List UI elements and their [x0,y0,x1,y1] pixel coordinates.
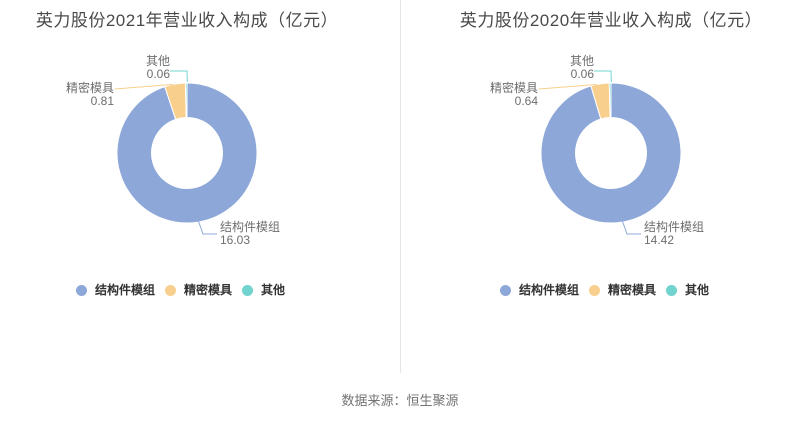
pie-slice-结构件模组[interactable] [116,82,258,224]
legend-item-jingmimoju[interactable]: 精密模具 [165,283,232,297]
pie-slice-其他[interactable] [608,82,612,119]
slice-label-qita: 其他 0.06 [95,55,170,80]
label-line-qita [170,70,188,83]
legend-label: 精密模具 [608,283,657,297]
label-line-jiegou [621,219,641,235]
legend-item-jiegoujianmozu[interactable]: 结构件模组 [500,283,579,297]
slice-label-name: 结构件模组 [220,220,281,234]
legend-item-jiegoujianmozu[interactable]: 结构件模组 [76,283,155,297]
legend-item-qita[interactable]: 其他 [242,283,285,297]
slice-label-qita: 其他 0.06 [519,55,594,80]
slice-label-name: 结构件模组 [644,220,705,234]
legend-dot-icon [242,284,254,296]
chart-legend: 结构件模组 精密模具 其他 [500,283,709,297]
legend-label: 结构件模组 [95,283,156,297]
label-line-jingmi [114,83,177,90]
chart-title: 英力股份2021年营业收入构成（亿元） [35,11,339,30]
slice-label-value: 0.06 [570,66,594,81]
legend-dot-icon [666,284,678,296]
slice-label-jingmi: 精密模具 0.81 [33,82,114,107]
vertical-divider [400,0,401,373]
chart-title: 英力股份2020年营业收入构成（亿元） [459,11,763,30]
legend-label: 精密模具 [184,283,233,297]
slice-label-value: 0.64 [514,93,538,108]
slice-label-value: 14.42 [644,232,675,247]
slice-label-jiegou: 结构件模组 14.42 [644,221,739,246]
legend-dot-icon [589,284,601,296]
donut-chart[interactable] [0,0,400,320]
label-line-jingmi [538,83,601,90]
revenue-pie-chart-2020: 英力股份2020年营业收入构成（亿元） 其他 0.06 精密模具 0.64 结构… [424,0,800,370]
label-line-jiegou [197,219,217,235]
slice-label-name: 其他 [145,54,170,68]
label-line-qita [594,70,612,83]
legend-label: 结构件模组 [519,283,580,297]
donut-chart[interactable] [424,0,800,320]
pie-slice-其他[interactable] [184,82,188,119]
chart-legend: 结构件模组 精密模具 其他 [76,283,285,297]
legend-dot-icon [165,284,177,296]
legend-item-jingmimoju[interactable]: 精密模具 [589,283,656,297]
slice-label-jingmi: 精密模具 0.64 [457,82,538,107]
slice-label-name: 精密模具 [65,81,114,95]
slice-label-value: 0.06 [146,66,170,81]
legend-dot-icon [76,284,87,296]
slice-label-jiegou: 结构件模组 16.03 [220,221,315,246]
revenue-pie-chart-2021: 英力股份2021年营业收入构成（亿元） 其他 0.06 精密模具 0.81 结构… [0,0,400,370]
slice-label-value: 0.81 [90,93,114,108]
legend-item-qita[interactable]: 其他 [666,283,709,297]
slice-label-value: 16.03 [220,232,251,247]
legend-dot-icon [500,284,511,296]
slice-label-name: 精密模具 [489,81,538,95]
data-source-note: 数据来源：恒生聚源 [341,393,459,408]
slice-label-name: 其他 [569,54,594,68]
legend-label: 其他 [261,283,286,297]
legend-label: 其他 [685,283,710,297]
pie-slice-结构件模组[interactable] [540,82,682,224]
